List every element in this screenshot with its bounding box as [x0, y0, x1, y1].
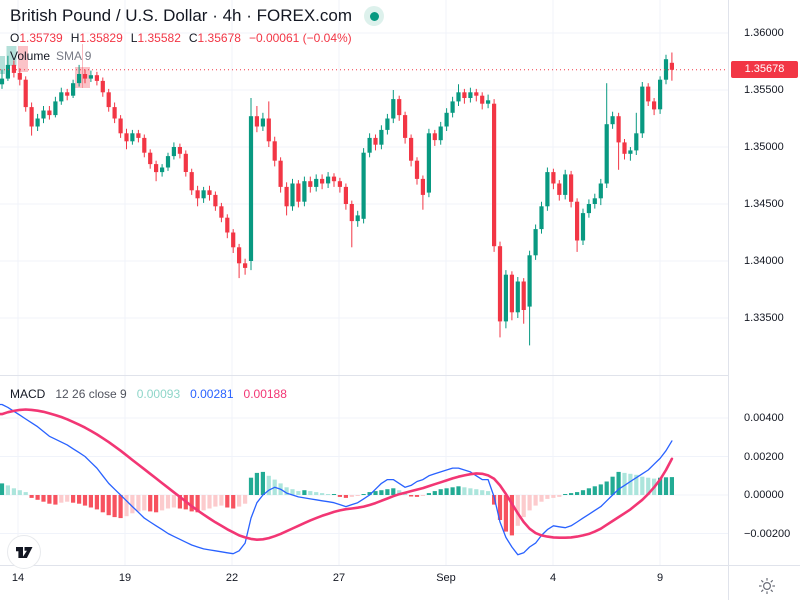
high-label: H: [70, 31, 80, 45]
macd-signal-value: 0.00188: [243, 387, 287, 401]
volume-legend[interactable]: Volume SMA 9: [10, 49, 384, 63]
chart-header: British Pound / U.S. Dollar · 4h · FOREX…: [10, 6, 384, 63]
price-axis-tick: 1.35000: [744, 141, 784, 153]
low-value: 1.35582: [137, 31, 181, 45]
theme-toggle-icon[interactable]: [756, 575, 778, 597]
macd-hist-value: 0.00093: [136, 387, 181, 401]
macd-legend[interactable]: MACD 12 26 close 9 0.00093 0.00281 0.001…: [10, 387, 287, 401]
macd-axis-tick: 0.00000: [744, 489, 784, 501]
high-value: 1.35829: [79, 31, 123, 45]
symbol-title[interactable]: British Pound / U.S. Dollar · 4h · FOREX…: [10, 6, 352, 25]
close-label: C: [188, 31, 198, 45]
time-axis-tick: 19: [118, 572, 132, 584]
time-axis-tick: Sep: [436, 572, 456, 584]
open-value: 1.35739: [19, 31, 63, 45]
macd-axis-tick: 0.00200: [744, 450, 784, 463]
macd-histogram: [0, 471, 674, 536]
macd-name: MACD: [10, 387, 46, 401]
macd-line: [0, 403, 673, 556]
market-status-icon[interactable]: [364, 6, 384, 26]
candlestick-series: [0, 52, 674, 346]
price-axis-tick: 1.36000: [744, 27, 784, 39]
price-axis-tick: 1.33500: [744, 312, 784, 324]
price-axis-tick: 1.34000: [744, 255, 784, 267]
macd-signal-line: [0, 408, 674, 542]
change-value: −0.00061 (−0.04%): [248, 31, 352, 45]
time-axis-tick: 22: [225, 572, 239, 584]
ohlc-legend[interactable]: O1.35739 H1.35829 L1.35582 C1.35678 −0.0…: [10, 31, 384, 45]
time-axis-tick: 4: [549, 572, 557, 584]
time-axis-tick: 27: [332, 572, 346, 584]
price-axis-tick: 1.34500: [744, 198, 784, 210]
close-value: 1.35678: [197, 31, 241, 45]
low-label: L: [130, 31, 138, 45]
gridlines: [0, 0, 728, 565]
macd-line-value: 0.00281: [190, 387, 234, 401]
time-axis-tick: 9: [656, 572, 664, 584]
price-axis-tick: 1.35500: [744, 84, 784, 96]
macd-params: 12 26 close 9: [55, 387, 127, 401]
volume-label: Volume: [10, 49, 51, 63]
last-price-badge: 1.35678: [731, 61, 798, 78]
tradingview-logo[interactable]: [6, 534, 42, 570]
macd-axis-tick: 0.00400: [744, 412, 784, 424]
volume-sma-label: SMA 9: [56, 49, 92, 63]
macd-axis-tick: −0.00200: [744, 527, 791, 540]
time-axis-tick: 14: [11, 572, 25, 584]
open-label: O: [10, 31, 20, 45]
